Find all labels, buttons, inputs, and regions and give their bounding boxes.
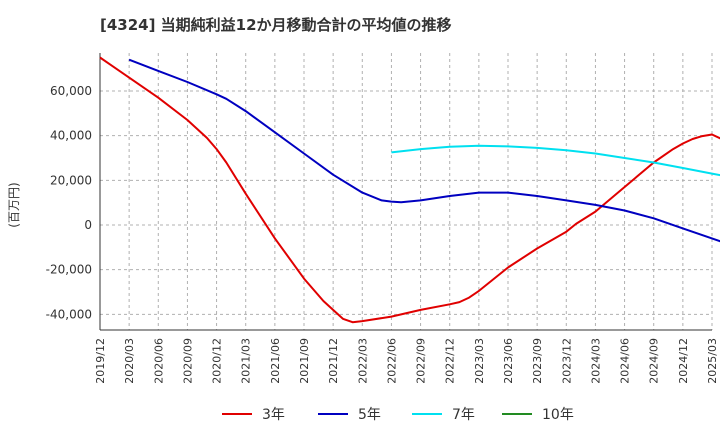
legend-swatch (502, 413, 532, 415)
series-line-2 (128, 58, 720, 243)
series-line-3 (391, 144, 720, 177)
legend-swatch (318, 413, 348, 415)
x-tick-label: 2021/09 (298, 338, 311, 384)
plot-area (100, 53, 712, 330)
legend-swatch (222, 413, 252, 415)
y-tick-label: -40,000 (46, 307, 92, 321)
x-tick-label: 2024/09 (648, 338, 661, 384)
legend-label: 5年 (358, 407, 381, 423)
legend-label: 10年 (542, 407, 574, 423)
series-line-1 (99, 56, 720, 324)
y-tick-label: 60,000 (50, 84, 92, 98)
legend-item-2: 5年 (318, 402, 381, 426)
line-chart: -40,000 -20,000 0 20,000 40,000 60,000 2019/1… (7, 53, 720, 384)
x-tick-label: 2025/03 (706, 338, 719, 384)
x-tick-label: 2021/06 (269, 338, 282, 384)
x-tick-label: 2023/06 (502, 338, 515, 384)
legend-item-3: 7年 (412, 402, 475, 426)
legend-label: 7年 (452, 407, 475, 423)
x-tick-label: 2022/03 (356, 338, 369, 384)
y-tick-label: 20,000 (50, 173, 92, 187)
x-tick-label: 2021/12 (327, 338, 340, 384)
legend-label: 3年 (262, 407, 285, 423)
x-tick-label: 2022/06 (385, 338, 398, 384)
x-tick-label: 2020/12 (211, 338, 224, 384)
x-tick-label: 2019/12 (94, 338, 107, 384)
legend-item-1: 3年 (222, 402, 285, 426)
x-tick-label: 2024/12 (677, 338, 690, 384)
x-tick-label: 2022/12 (444, 338, 457, 384)
x-tick-label: 2020/09 (181, 338, 194, 384)
y-tick-label: -20,000 (46, 263, 92, 277)
x-tick-label: 2024/06 (619, 338, 632, 384)
x-tick-label: 2021/03 (240, 338, 253, 384)
x-tick-label: 2020/06 (152, 338, 165, 384)
x-tick-label: 2023/03 (473, 338, 486, 384)
x-tick-label: 2023/09 (531, 338, 544, 384)
legend-item-4: 10年 (502, 402, 574, 426)
y-axis-label: (百万円) (7, 182, 21, 227)
chart-legend: 3年 5年 7年 10年 (0, 402, 720, 430)
chart-title: [4324] 当期純利益12か月移動合計の平均値の推移 (100, 16, 452, 34)
x-tick-label: 2024/03 (589, 338, 602, 384)
legend-swatch (412, 413, 442, 415)
y-tick-label: 40,000 (50, 129, 92, 143)
x-tick-label: 2022/09 (415, 338, 428, 384)
x-tick-label: 2023/12 (560, 338, 573, 384)
x-tick-label: 2020/03 (123, 338, 136, 384)
y-tick-label: 0 (84, 218, 92, 232)
